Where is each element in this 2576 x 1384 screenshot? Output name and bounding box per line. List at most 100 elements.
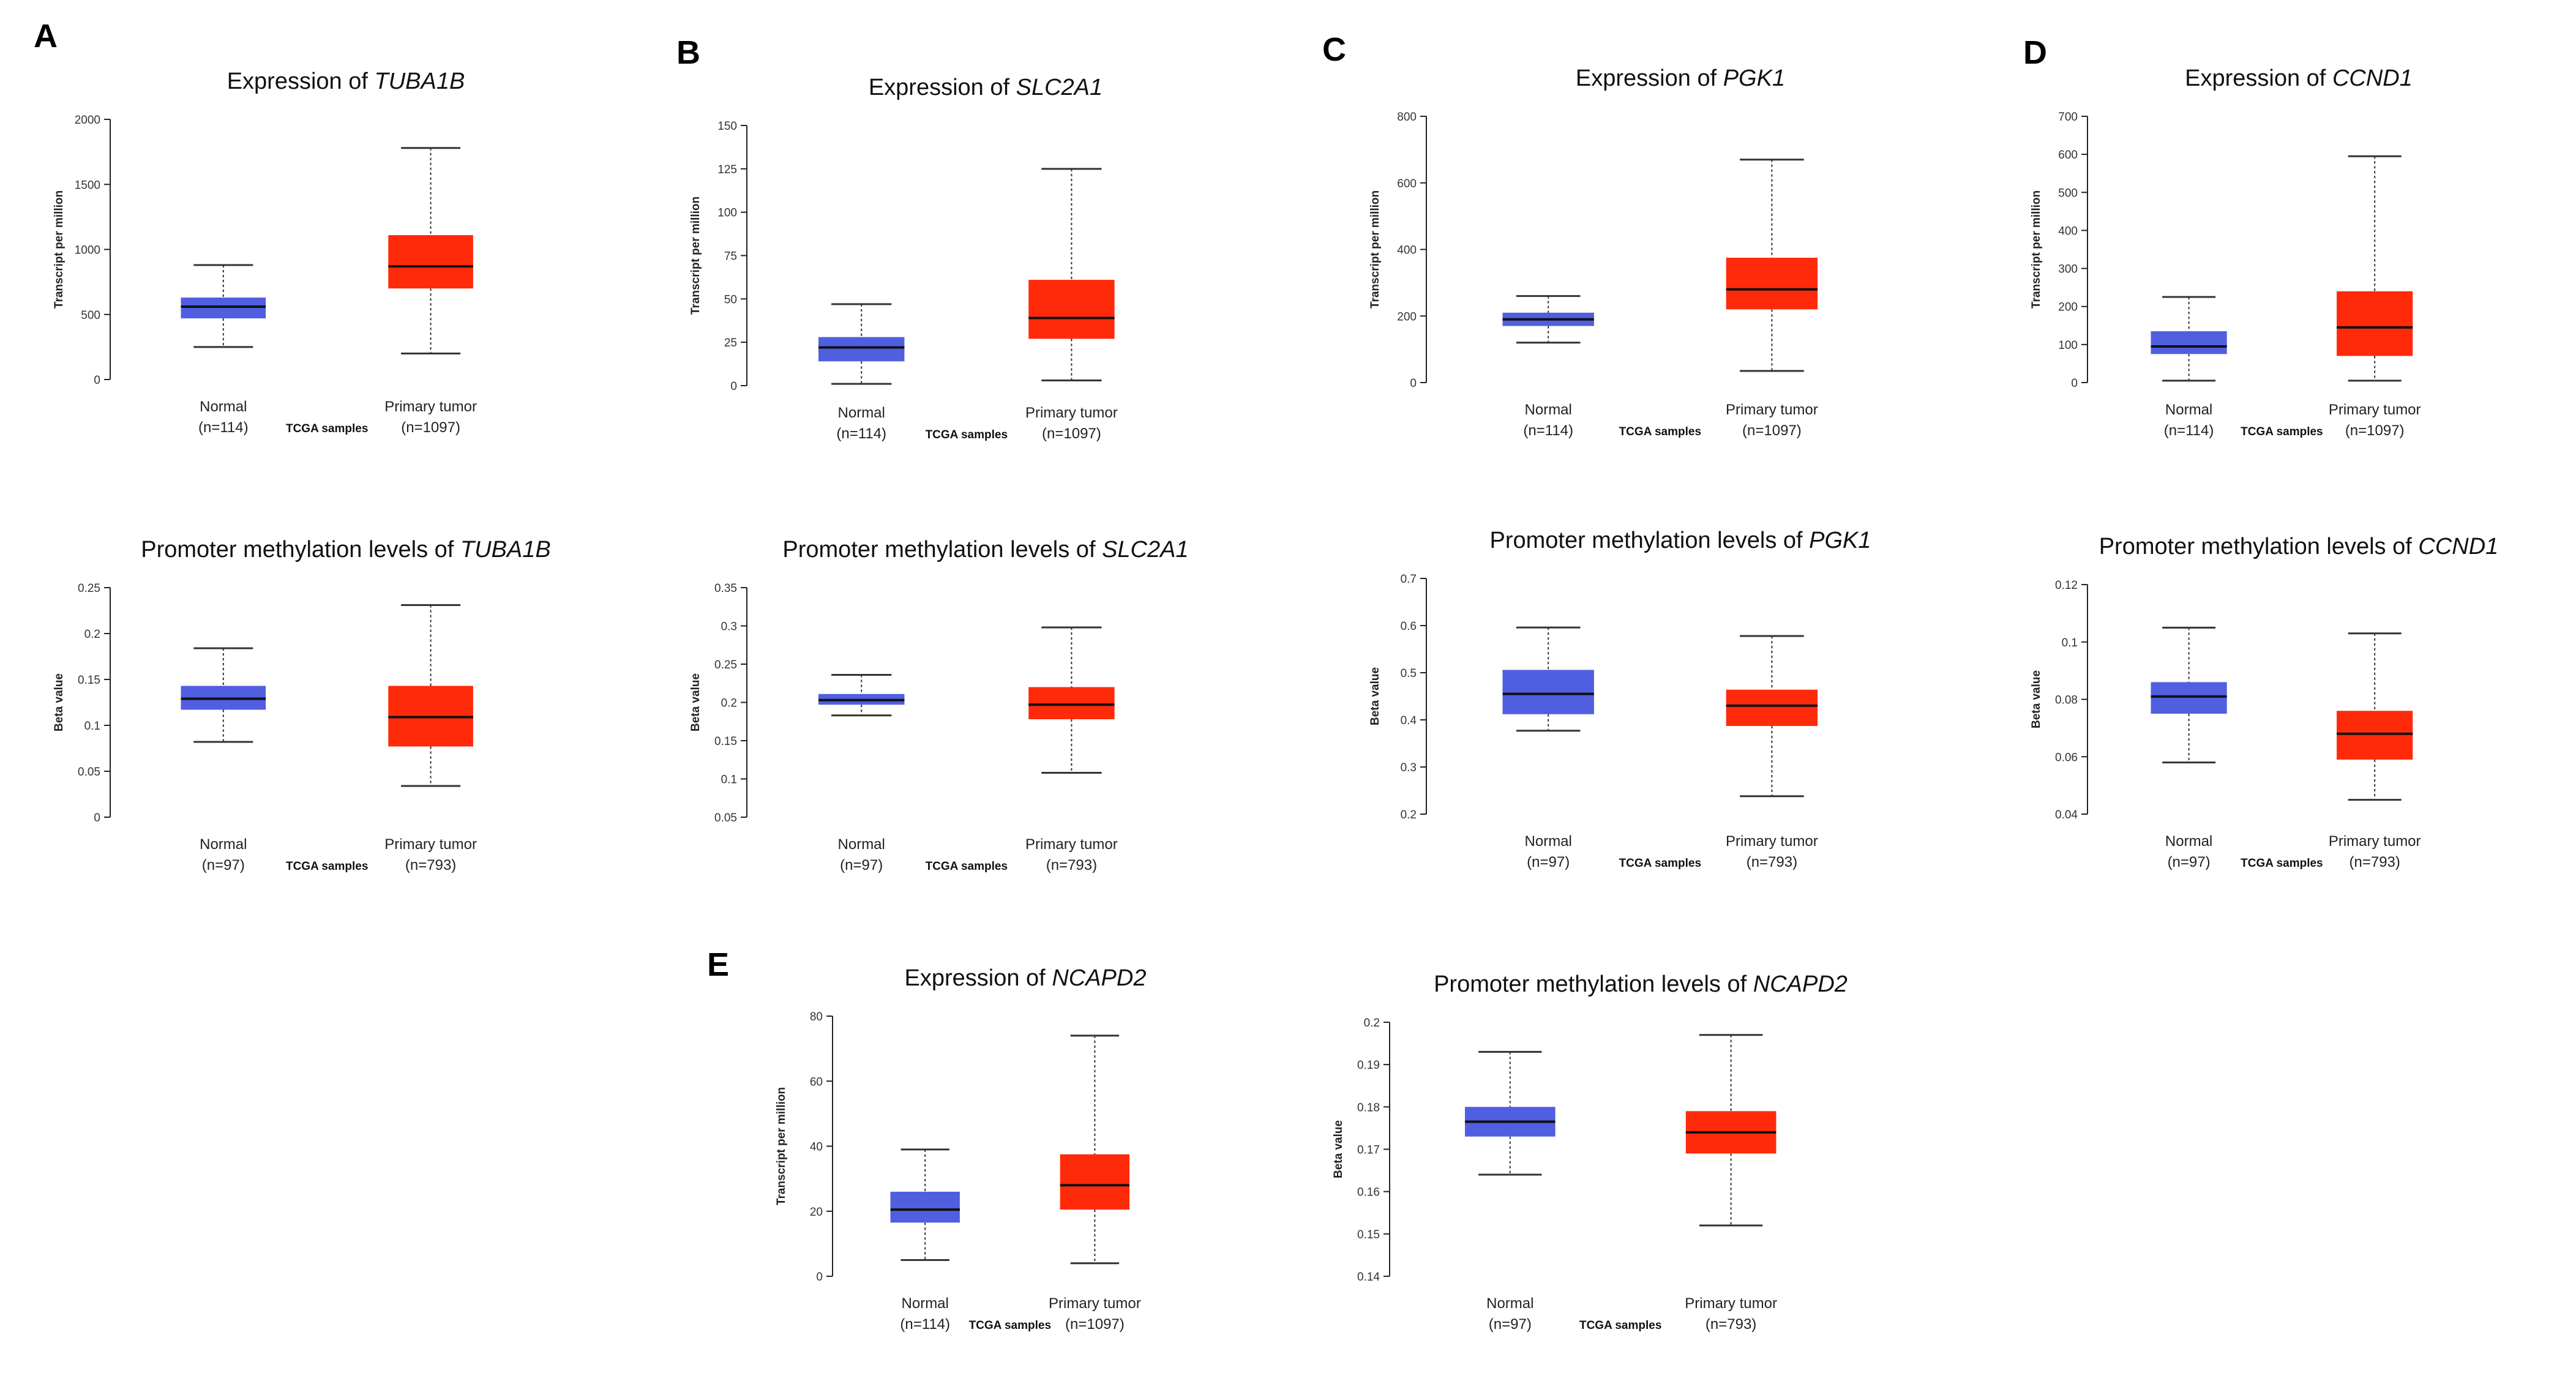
chart-title-prefix: Expression of bbox=[905, 965, 1052, 991]
y-tick-label: 0.25 bbox=[714, 659, 737, 671]
y-tick-label: 600 bbox=[1397, 178, 1417, 190]
chart-title-gene: TUBA1B bbox=[374, 69, 465, 94]
chart-title: Expression of CCND1 bbox=[2185, 65, 2413, 91]
y-tick-label: 0 bbox=[730, 380, 737, 393]
chart-svg: Expression of PGK1 Transcript per million… bbox=[1369, 65, 1818, 439]
normal-group-count: (n=97) bbox=[840, 857, 883, 873]
chart-svg: Promoter methylation levels of TUBA1B Bet… bbox=[53, 537, 551, 873]
normal-group-label: Normal bbox=[200, 398, 247, 415]
y-axis-label: Transcript per million bbox=[775, 1087, 788, 1205]
tumor-box bbox=[1726, 258, 1818, 310]
normal-group-count: (n=114) bbox=[836, 425, 886, 442]
chart-title: Expression of SLC2A1 bbox=[869, 75, 1103, 100]
y-tick-label: 0.15 bbox=[78, 674, 100, 687]
y-axis-label: Transcript per million bbox=[1369, 190, 1382, 309]
y-tick-label: 0.2 bbox=[1401, 809, 1417, 821]
y-tick-label: 0.19 bbox=[1357, 1059, 1380, 1072]
y-axis-label: Beta value bbox=[1332, 1120, 1345, 1178]
x-axis-label: TCGA samples bbox=[286, 860, 368, 873]
chart-title-gene: SLC2A1 bbox=[1102, 537, 1189, 563]
y-tick-label: 600 bbox=[2058, 149, 2078, 162]
tumor-box bbox=[1060, 1154, 1130, 1210]
normal-box bbox=[2151, 331, 2227, 354]
tumor-group-count: (n=793) bbox=[1046, 857, 1097, 873]
chart-d-expression: Expression of CCND1 Transcript per millio… bbox=[2002, 58, 2565, 487]
normal-box bbox=[890, 1191, 960, 1223]
y-tick-label: 0.3 bbox=[721, 621, 737, 634]
tumor-box bbox=[2337, 711, 2413, 760]
y-tick-label: 400 bbox=[1397, 244, 1417, 257]
x-axis-label: TCGA samples bbox=[1619, 857, 1701, 870]
y-tick-label: 0.12 bbox=[2055, 579, 2078, 592]
tumor-group-label: Primary tumor bbox=[1726, 833, 1818, 850]
tumor-group-count: (n=1097) bbox=[401, 419, 460, 436]
y-tick-label: 0 bbox=[94, 812, 100, 825]
normal-group-count: (n=114) bbox=[1523, 422, 1573, 439]
y-tick-label: 0.4 bbox=[1401, 714, 1417, 727]
x-axis-label: TCGA samples bbox=[926, 860, 1008, 873]
chart-title: Promoter methylation levels of TUBA1B bbox=[141, 537, 551, 563]
y-axis-label: Transcript per million bbox=[689, 196, 702, 315]
chart-b-expression: Expression of SLC2A1 Transcript per milli… bbox=[661, 67, 1279, 490]
tumor-group-count: (n=1097) bbox=[1065, 1316, 1125, 1333]
panel-label-e: E bbox=[707, 946, 730, 983]
y-tick-label: 1500 bbox=[75, 179, 100, 192]
tumor-group-label: Primary tumor bbox=[2329, 833, 2421, 850]
y-tick-label: 150 bbox=[717, 120, 737, 133]
y-axis-label: Beta value bbox=[53, 673, 66, 731]
chart-title: Promoter methylation levels of PGK1 bbox=[1489, 528, 1871, 553]
normal-group-label: Normal bbox=[1525, 402, 1572, 418]
chart-title-gene: NCAPD2 bbox=[1052, 965, 1146, 991]
y-tick-label: 0 bbox=[816, 1271, 823, 1284]
y-tick-label: 700 bbox=[2058, 111, 2078, 124]
chart-title-prefix: Promoter methylation levels of bbox=[141, 537, 460, 563]
y-tick-label: 0.3 bbox=[1401, 761, 1417, 774]
chart-e-methylation: Promoter methylation levels of NCAPD2 Bet… bbox=[1304, 964, 1947, 1380]
chart-title-prefix: Expression of bbox=[227, 69, 375, 94]
tumor-group-count: (n=1097) bbox=[2345, 422, 2405, 439]
tumor-box bbox=[1726, 689, 1818, 727]
chart-title-prefix: Promoter methylation levels of bbox=[1489, 528, 1809, 553]
panel-label-b: B bbox=[676, 34, 700, 71]
y-tick-label: 0.1 bbox=[2062, 637, 2078, 649]
tumor-group-label: Primary tumor bbox=[1025, 836, 1118, 853]
normal-group-label: Normal bbox=[2165, 402, 2212, 418]
chart-c-expression: Expression of PGK1 Transcript per million… bbox=[1341, 58, 1990, 487]
y-tick-label: 0.1 bbox=[721, 774, 737, 787]
tumor-group-label: Primary tumor bbox=[1726, 402, 1818, 418]
y-tick-label: 200 bbox=[1397, 310, 1417, 323]
x-axis-label: TCGA samples bbox=[2241, 425, 2323, 438]
tumor-group-count: (n=1097) bbox=[1742, 422, 1802, 439]
y-tick-label: 0 bbox=[1410, 377, 1417, 390]
tumor-box bbox=[2337, 291, 2413, 356]
tumor-box bbox=[1028, 280, 1115, 339]
y-tick-label: 0.04 bbox=[2055, 809, 2078, 821]
y-tick-label: 0.7 bbox=[1401, 573, 1417, 586]
chart-c-methylation: Promoter methylation levels of PGK1 Beta … bbox=[1341, 520, 1990, 918]
normal-group-label: Normal bbox=[902, 1295, 949, 1312]
y-tick-label: 0.05 bbox=[78, 766, 100, 779]
y-tick-label: 0.2 bbox=[84, 628, 100, 641]
y-tick-label: 50 bbox=[724, 293, 737, 306]
tumor-group-label: Primary tumor bbox=[384, 398, 477, 415]
y-tick-label: 0.18 bbox=[1357, 1101, 1380, 1114]
tumor-group-count: (n=793) bbox=[2349, 854, 2400, 870]
chart-svg: Expression of SLC2A1 Transcript per milli… bbox=[689, 75, 1118, 442]
y-tick-label: 0.2 bbox=[1364, 1017, 1380, 1030]
chart-e-expression: Expression of NCAPD2 Transcript per milli… bbox=[747, 958, 1273, 1380]
y-axis-label: Beta value bbox=[689, 673, 702, 731]
y-tick-label: 0 bbox=[2071, 377, 2078, 390]
tumor-group-label: Primary tumor bbox=[1049, 1295, 1141, 1312]
chart-title-prefix: Expression of bbox=[2185, 65, 2332, 91]
normal-group-count: (n=114) bbox=[2164, 422, 2214, 439]
y-tick-label: 0.08 bbox=[2055, 694, 2078, 707]
chart-title-gene: SLC2A1 bbox=[1016, 75, 1103, 100]
chart-title-gene: TUBA1B bbox=[460, 537, 551, 563]
chart-a-methylation: Promoter methylation levels of TUBA1B Bet… bbox=[24, 529, 637, 921]
panel-label-c: C bbox=[1322, 31, 1346, 68]
normal-group-count: (n=97) bbox=[202, 857, 245, 873]
tumor-group-count: (n=1097) bbox=[1042, 425, 1101, 442]
tumor-box bbox=[1028, 687, 1115, 719]
y-tick-label: 25 bbox=[724, 337, 737, 350]
normal-group-count: (n=97) bbox=[2168, 854, 2211, 870]
